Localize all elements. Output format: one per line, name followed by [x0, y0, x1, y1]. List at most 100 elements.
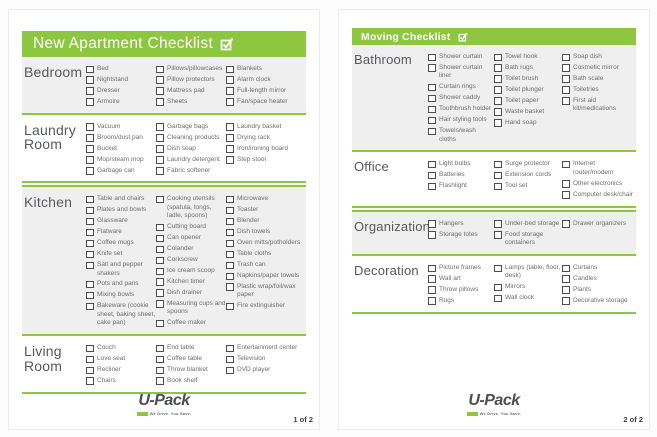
item-checkbox[interactable] [156, 344, 164, 353]
item-checkbox[interactable] [226, 65, 234, 73]
item-checkbox[interactable] [494, 283, 502, 292]
item-checkbox[interactable] [562, 180, 570, 188]
item-checkbox[interactable] [86, 156, 94, 164]
item-checkbox[interactable] [86, 217, 94, 226]
item-checkbox[interactable] [86, 87, 94, 95]
item-checkbox[interactable] [156, 245, 164, 254]
item-checkbox[interactable] [156, 234, 164, 243]
item-checkbox[interactable] [226, 134, 234, 142]
item-checkbox[interactable] [428, 182, 436, 191]
item-checkbox[interactable] [428, 264, 436, 272]
item-checkbox[interactable] [156, 319, 164, 328]
item-checkbox[interactable] [226, 98, 234, 106]
item-checkbox[interactable] [86, 134, 94, 142]
item-checkbox[interactable] [562, 286, 570, 294]
item-checkbox[interactable] [156, 377, 164, 385]
item-checkbox[interactable] [428, 53, 436, 61]
item-checkbox[interactable] [156, 278, 164, 286]
item-checkbox[interactable] [226, 156, 234, 164]
item-checkbox[interactable] [86, 344, 94, 353]
item-checkbox[interactable] [494, 171, 502, 180]
item-checkbox[interactable] [428, 171, 436, 180]
item-checkbox[interactable] [156, 223, 164, 232]
item-checkbox[interactable] [226, 272, 234, 280]
item-checkbox[interactable] [226, 302, 234, 311]
item-checkbox[interactable] [494, 294, 502, 303]
item-checkbox[interactable] [156, 156, 164, 164]
item-checkbox[interactable] [156, 267, 164, 275]
item-checkbox[interactable] [562, 220, 570, 228]
item-checkbox[interactable] [86, 123, 94, 131]
item-checkbox[interactable] [86, 239, 94, 248]
item-checkbox[interactable] [428, 231, 436, 239]
item-checkbox[interactable] [156, 289, 164, 297]
item-checkbox[interactable] [156, 366, 164, 374]
item-checkbox[interactable] [494, 119, 502, 127]
item-checkbox[interactable] [494, 220, 502, 228]
item-checkbox[interactable] [86, 302, 94, 311]
item-checkbox[interactable] [226, 283, 234, 291]
item-checkbox[interactable] [226, 145, 234, 153]
item-checkbox[interactable] [562, 264, 570, 272]
item-checkbox[interactable] [562, 97, 570, 105]
item-checkbox[interactable] [428, 297, 436, 305]
item-checkbox[interactable] [86, 261, 94, 270]
item-checkbox[interactable] [428, 83, 436, 92]
item-checkbox[interactable] [156, 134, 164, 142]
item-checkbox[interactable] [226, 123, 234, 131]
item-checkbox[interactable] [494, 53, 502, 61]
item-checkbox[interactable] [86, 65, 94, 73]
item-checkbox[interactable] [156, 87, 164, 95]
item-checkbox[interactable] [494, 264, 502, 272]
item-checkbox[interactable] [562, 297, 570, 305]
item-checkbox[interactable] [226, 239, 234, 248]
item-checkbox[interactable] [86, 377, 94, 385]
item-checkbox[interactable] [562, 275, 570, 283]
item-checkbox[interactable] [226, 261, 234, 270]
item-checkbox[interactable] [86, 291, 94, 300]
item-checkbox[interactable] [226, 87, 234, 95]
item-checkbox[interactable] [494, 231, 502, 239]
item-checkbox[interactable] [562, 86, 570, 94]
item-checkbox[interactable] [156, 195, 164, 204]
item-checkbox[interactable] [86, 195, 94, 204]
item-checkbox[interactable] [428, 220, 436, 228]
item-checkbox[interactable] [86, 98, 94, 106]
item-checkbox[interactable] [156, 355, 164, 364]
item-checkbox[interactable] [562, 75, 570, 83]
item-checkbox[interactable] [86, 228, 94, 237]
item-checkbox[interactable] [226, 217, 234, 226]
item-checkbox[interactable] [494, 108, 502, 116]
item-checkbox[interactable] [86, 250, 94, 259]
item-checkbox[interactable] [156, 145, 164, 153]
item-checkbox[interactable] [428, 160, 436, 169]
item-checkbox[interactable] [428, 286, 436, 294]
item-checkbox[interactable] [562, 160, 570, 169]
item-checkbox[interactable] [86, 206, 94, 215]
item-checkbox[interactable] [226, 250, 234, 259]
item-checkbox[interactable] [428, 64, 436, 72]
item-checkbox[interactable] [156, 65, 164, 73]
item-checkbox[interactable] [226, 366, 234, 374]
item-checkbox[interactable] [156, 123, 164, 131]
item-checkbox[interactable] [226, 195, 234, 204]
item-checkbox[interactable] [428, 127, 436, 136]
item-checkbox[interactable] [562, 64, 570, 72]
item-checkbox[interactable] [428, 275, 436, 283]
item-checkbox[interactable] [226, 228, 234, 237]
item-checkbox[interactable] [494, 75, 502, 83]
item-checkbox[interactable] [428, 105, 436, 114]
item-checkbox[interactable] [226, 76, 234, 84]
item-checkbox[interactable] [428, 94, 436, 103]
item-checkbox[interactable] [494, 64, 502, 72]
item-checkbox[interactable] [494, 160, 502, 169]
item-checkbox[interactable] [86, 167, 94, 175]
item-checkbox[interactable] [494, 182, 502, 191]
item-checkbox[interactable] [562, 191, 570, 199]
item-checkbox[interactable] [86, 366, 94, 374]
item-checkbox[interactable] [226, 355, 234, 364]
item-checkbox[interactable] [226, 344, 234, 353]
item-checkbox[interactable] [494, 97, 502, 105]
item-checkbox[interactable] [156, 300, 164, 308]
item-checkbox[interactable] [494, 86, 502, 94]
